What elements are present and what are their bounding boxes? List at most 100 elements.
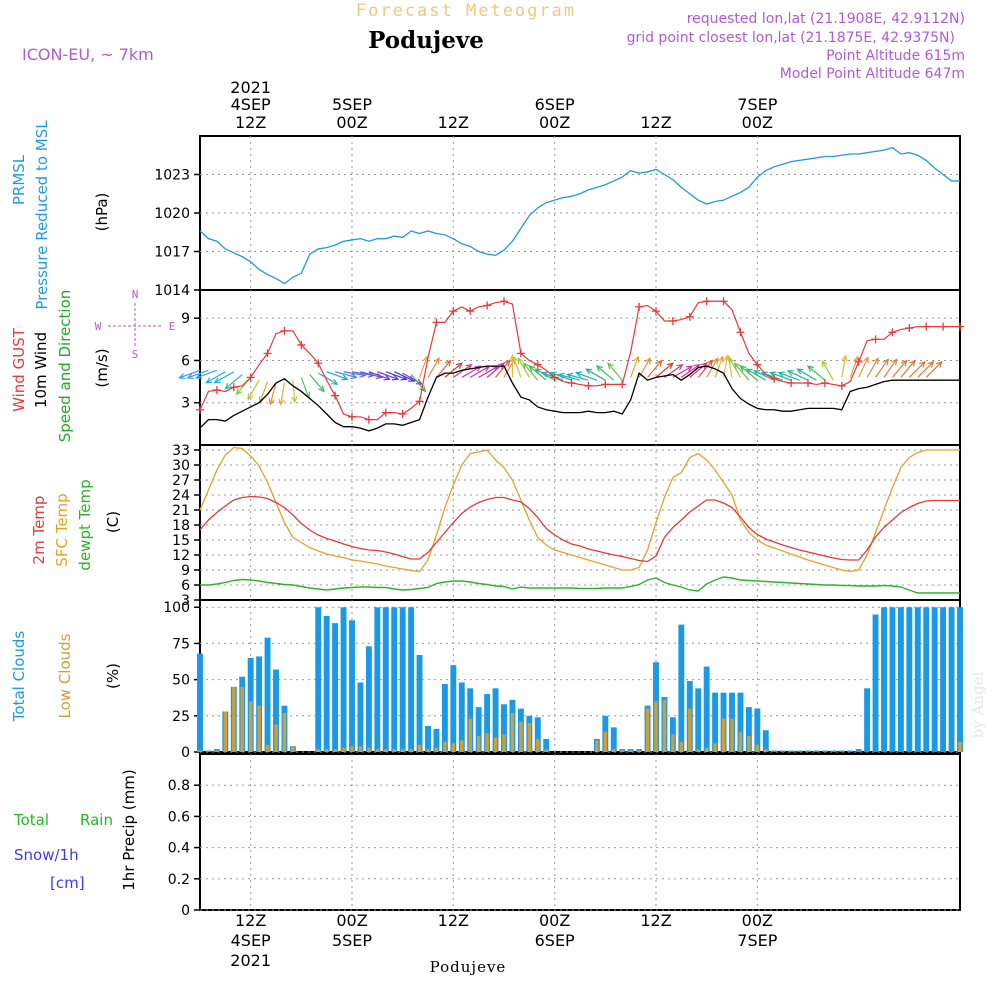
gust-marker: [246, 373, 255, 382]
gust-marker: [601, 380, 610, 389]
wind-arrow-head: [633, 355, 640, 363]
wind-arrow-head: [717, 355, 724, 363]
low-cloud-bar: [476, 736, 481, 752]
gust-marker: [280, 326, 289, 335]
wind-arrow: [821, 360, 834, 381]
wind-arrow-head: [194, 373, 203, 380]
wind-arrow-head: [224, 382, 232, 390]
wind-arrow-head: [186, 373, 194, 380]
wind-arrow: [512, 356, 522, 378]
wind-arrow: [807, 365, 826, 381]
gust-marker: [196, 405, 204, 414]
gust-marker: [837, 381, 846, 390]
gust-marker: [415, 397, 424, 406]
ytick-label-clouds: 100: [163, 600, 190, 616]
ytick-label-pressure: 1020: [154, 206, 190, 222]
total-cloud-bar: [838, 750, 845, 752]
wind-arrow: [866, 358, 879, 378]
gridpoint-coords: grid point closest lon,lat (21.1875E, 42…: [627, 30, 955, 46]
gust-marker: [652, 307, 660, 316]
total-cloud-bar: [914, 607, 921, 752]
top-time-label: 00Z: [336, 113, 367, 132]
precip-labels: Total Rain Snow/1h [cm] 1hr Precip (mm): [13, 769, 138, 892]
total-cloud-bar: [264, 637, 271, 752]
low-cloud-bar: [468, 718, 472, 752]
bottom-time-label: 2021: [230, 951, 271, 970]
wind-arrow: [187, 369, 209, 379]
wind-arrow-head: [391, 374, 400, 381]
gust-marker: [466, 307, 475, 316]
wind-arrow-head: [706, 359, 714, 367]
wind-arrow: [292, 380, 296, 403]
gust-marker: [364, 415, 373, 424]
wind-arrow-head: [655, 359, 663, 367]
total-cloud-bar: [340, 607, 347, 752]
total-cloud-bar: [391, 607, 398, 752]
wind-arrow: [883, 358, 898, 378]
total-cloud-bar: [256, 656, 263, 752]
low-cloud-bar: [510, 712, 515, 752]
model-label: ICON-EU, ~ 7km: [22, 45, 154, 64]
wind-arrow: [269, 382, 277, 405]
total-cloud-bar: [408, 607, 415, 752]
wind-arrow: [410, 374, 426, 392]
ytick-label-precipitation: 0.8: [168, 778, 190, 794]
low-cloud-bar: [747, 736, 751, 752]
low-cloud-bar: [755, 744, 760, 752]
precip-cm-label: [cm]: [50, 874, 85, 892]
wind-arrow-head: [268, 398, 275, 406]
total-cloud-bar: [441, 683, 448, 752]
low-cloud-bar: [417, 744, 422, 752]
low-cloud-bar: [291, 746, 295, 752]
bottom-time-label: 12Z: [235, 911, 266, 930]
wind-arrow-head: [522, 362, 530, 370]
gust-marker: [263, 349, 272, 358]
top-time-label: 2021: [230, 78, 271, 97]
wind-arrow-head: [927, 360, 935, 368]
total-cloud-bar: [543, 738, 550, 752]
temp-2m-line: [199, 495, 960, 563]
wind-arrow-head: [644, 357, 651, 365]
wind-arrow: [647, 360, 663, 378]
panel-frame-temperature: [199, 444, 961, 601]
wind-arrow: [841, 355, 847, 378]
bottom-time-label: 00Z: [336, 911, 367, 930]
gust-marker: [736, 328, 745, 337]
wind-arrow: [452, 364, 472, 378]
low-cloud-bar: [324, 749, 329, 752]
wind-arrow: [300, 377, 310, 399]
low-cloud-bar: [544, 749, 548, 752]
total-cloud-bar: [745, 707, 752, 752]
total-cloud-bar: [273, 669, 279, 752]
gust-marker: [212, 386, 221, 395]
temperature-labels: 2m Temp SFC Temp dewpt Temp (C): [30, 479, 122, 570]
ytick-label-temperature: 24: [172, 488, 190, 504]
low-cloud-bar: [257, 705, 261, 752]
wind-arrow: [697, 360, 713, 378]
low-cloud-bar: [628, 750, 633, 752]
total-cloud-bar: [433, 728, 440, 752]
wind-arrow: [377, 371, 399, 380]
low-cloud-bar: [392, 749, 396, 752]
total-cloud-bar: [323, 615, 330, 752]
total-cloud-bar: [957, 607, 963, 752]
ytick-label-clouds: 50: [172, 673, 190, 689]
wind-arrow-head: [574, 371, 583, 378]
total-cloud-bar: [315, 607, 322, 752]
ytick-label-pressure: 1023: [154, 168, 190, 184]
wind-arrow-head: [841, 354, 848, 362]
ytick-label-temperature: 9: [181, 563, 190, 579]
wind-arrow: [787, 370, 809, 381]
wind-label: 10m Wind: [32, 332, 50, 408]
wind-arrow-head: [213, 377, 221, 384]
bottom-time-label: 6SEP: [535, 931, 575, 950]
low-cloud-bar: [426, 749, 430, 752]
low-cloud-bar: [536, 738, 540, 752]
wind-arrow-head: [415, 378, 423, 385]
low-cloud-bar: [738, 731, 743, 752]
wind-arrow-head: [565, 372, 574, 379]
low-cloud-bar: [240, 686, 244, 752]
low-cloud-bar: [409, 749, 413, 752]
